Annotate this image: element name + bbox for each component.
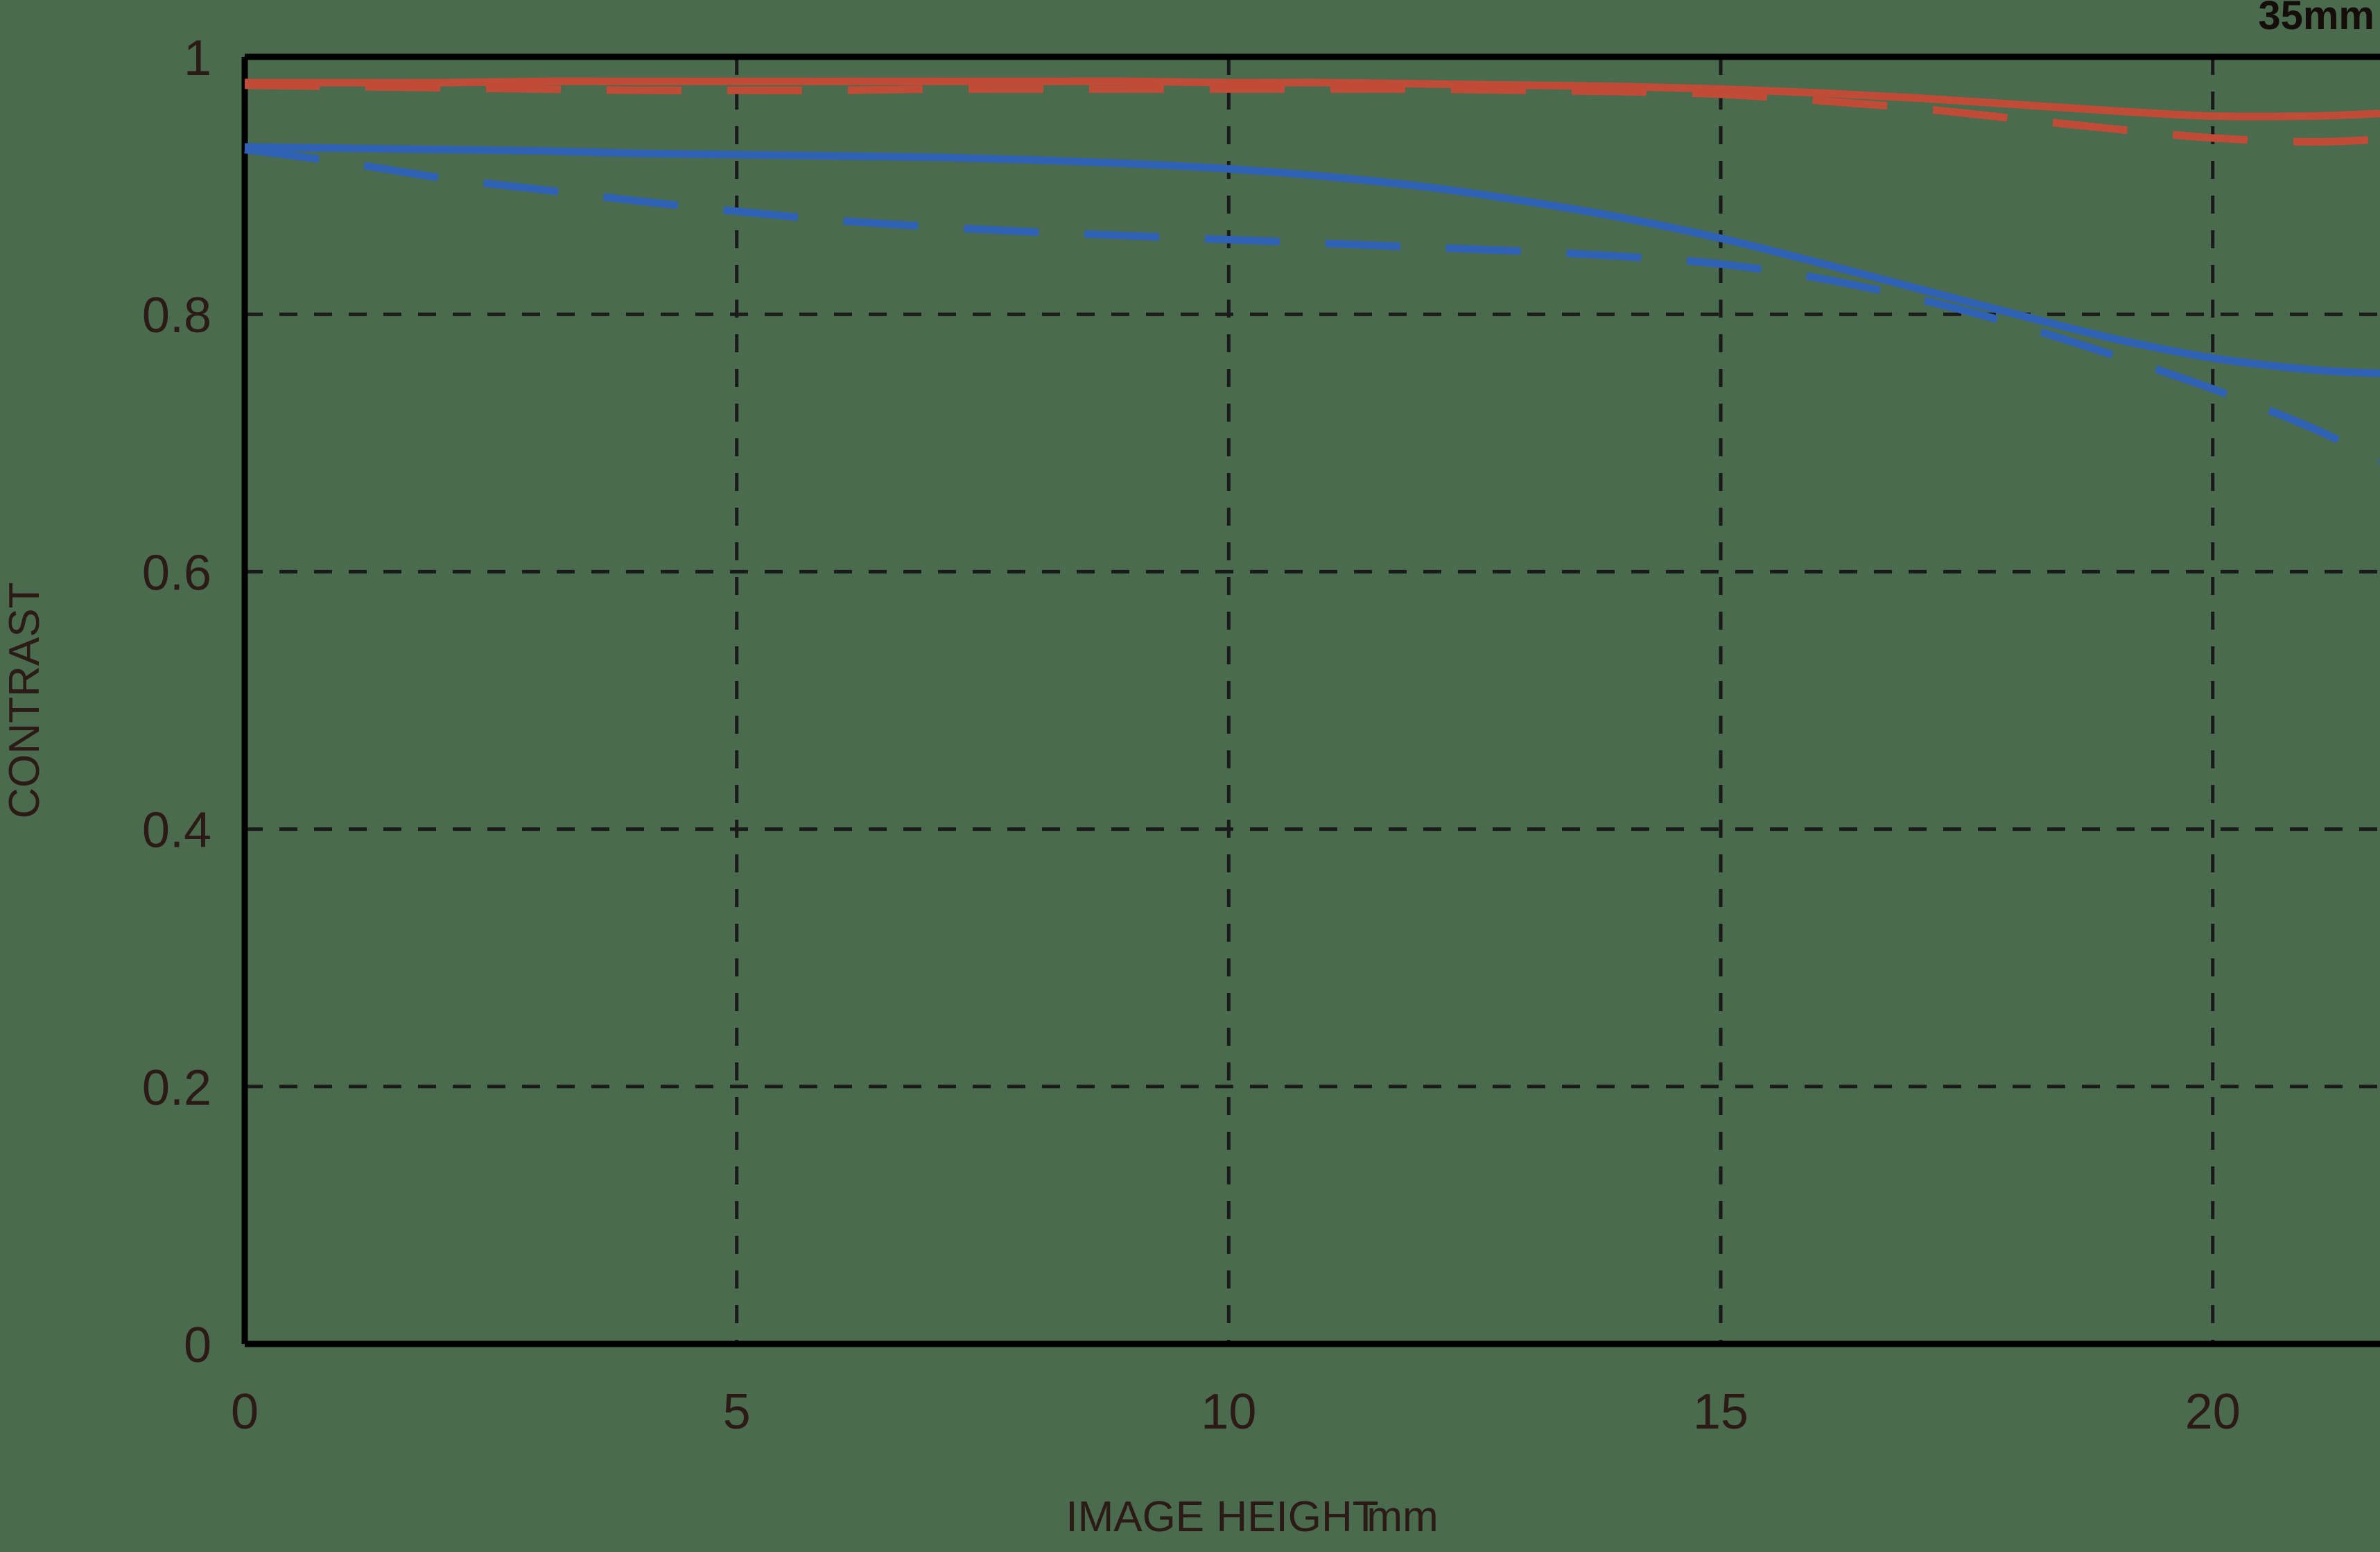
y-tick-label: 0.4 — [142, 803, 211, 859]
series-line-1 — [244, 77, 2380, 121]
series-line-3 — [244, 143, 2380, 378]
series-line-2 — [244, 81, 2380, 146]
series-line-4 — [244, 146, 2380, 465]
x-tick-label: 5 — [723, 1384, 751, 1440]
focal-length-label: 35mm — [2258, 0, 2374, 38]
chart-series — [244, 77, 2380, 465]
y-tick-label: 0 — [184, 1318, 211, 1373]
y-tick-label: 1 — [184, 31, 211, 86]
y-axis-title: CONTRAST — [1, 583, 49, 819]
x-tick-label: 0 — [231, 1384, 259, 1440]
x-axis-unit: mm — [1366, 1493, 1438, 1541]
y-tick-label: 0.6 — [142, 545, 211, 601]
x-tick-label: 10 — [1201, 1384, 1256, 1440]
x-axis-title: IMAGE HEIGHT — [1066, 1493, 1378, 1541]
chart-grid — [245, 57, 2380, 1344]
x-tick-label: 20 — [2185, 1384, 2241, 1440]
y-tick-label: 0.2 — [142, 1060, 211, 1116]
chart-axes — [241, 53, 2380, 1347]
x-tick-label: 15 — [1693, 1384, 1748, 1440]
y-tick-label: 0.8 — [142, 288, 211, 343]
